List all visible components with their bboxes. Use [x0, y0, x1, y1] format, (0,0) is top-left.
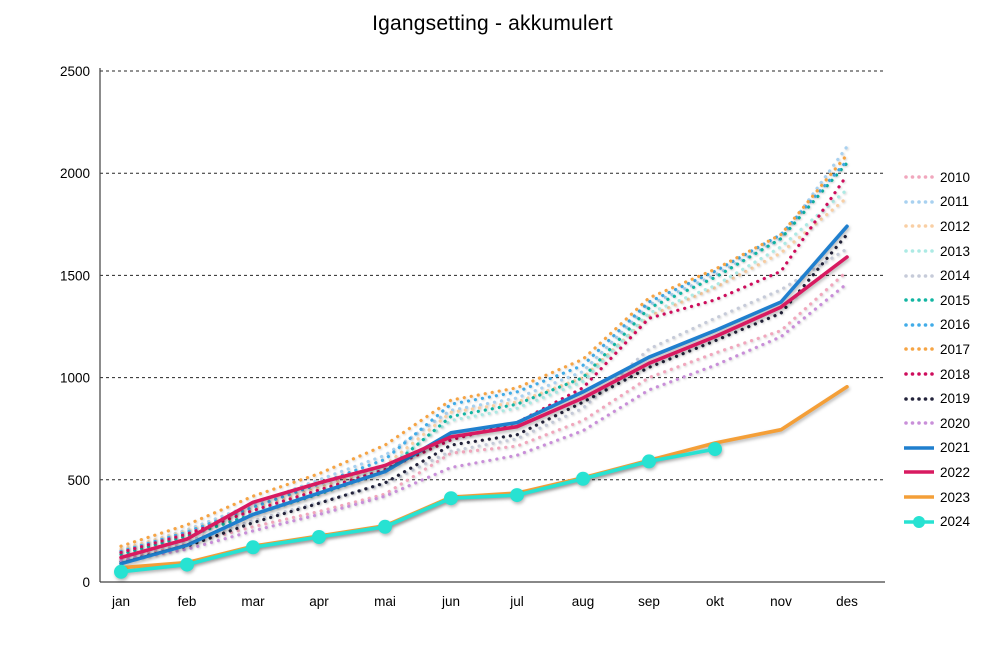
- legend-swatch-dotted-icon: [904, 273, 934, 278]
- legend-label: 2010: [940, 169, 971, 185]
- legend-swatch-solid-icon: [904, 470, 934, 475]
- legend-item-2012: 2012: [903, 214, 970, 239]
- series-2013: [119, 188, 849, 555]
- series-line-2010: [119, 269, 849, 562]
- data-point-marker-2024-feb: [180, 557, 194, 572]
- chart-title: Igangsetting - akkumulert: [372, 12, 613, 35]
- legend-item-2018: 2018: [903, 362, 970, 387]
- legend-label: 2015: [940, 292, 971, 308]
- legend-swatch-dotted-icon: [904, 421, 934, 426]
- legend-item-2010: 2010: [903, 165, 970, 190]
- legend-label: 2018: [940, 366, 971, 382]
- data-point-marker-2024-sep: [642, 454, 656, 469]
- legend-label: 2016: [940, 317, 971, 333]
- legend-swatch-dotted-icon: [904, 372, 934, 376]
- series-2014: [119, 247, 849, 560]
- series-2020: [119, 282, 849, 563]
- legend-label: 2022: [940, 464, 971, 480]
- legend-swatch-dotted-icon: [904, 396, 934, 401]
- legend-label: 2013: [940, 243, 971, 259]
- data-point-marker-2024-jul: [510, 488, 524, 503]
- chart-legend: 2010 2011 2012 2013 2014 2015 2016 2017 2018 2019…: [903, 165, 970, 534]
- legend-item-2013: 2013: [903, 239, 970, 264]
- legend-swatch-solid-icon: [904, 446, 934, 450]
- legend-item-2021: 2021: [903, 436, 970, 461]
- legend-item-2017: 2017: [903, 337, 970, 362]
- series-2010: [119, 269, 849, 562]
- series-line-2011: [119, 145, 849, 552]
- legend-item-2016: 2016: [903, 313, 970, 338]
- y-tick-label-500: 500: [67, 473, 90, 488]
- x-tick-label-des: des: [836, 594, 858, 609]
- x-tick-label-sep: sep: [638, 594, 660, 609]
- x-tick-label-jun: jun: [441, 594, 460, 609]
- series-line-2021: [119, 224, 849, 566]
- data-point-marker-2024-aug: [576, 471, 590, 486]
- series-line-2013: [119, 188, 849, 555]
- series-2011: [119, 145, 849, 552]
- legend-item-2020: 2020: [903, 411, 970, 436]
- x-tick-label-jan: jan: [111, 594, 130, 609]
- series-line-2017: [119, 153, 849, 548]
- x-tick-label-mar: mar: [241, 594, 265, 609]
- data-point-marker-2024-mai: [378, 519, 392, 534]
- legend-swatch-dotted-icon: [904, 249, 934, 253]
- legend-item-2024: 2024: [903, 509, 970, 534]
- data-point-marker-2024-apr: [312, 530, 326, 544]
- legend-swatch-dotted-icon: [904, 323, 934, 327]
- x-tick-label-feb: feb: [178, 594, 197, 609]
- x-tick-label-okt: okt: [706, 594, 724, 609]
- series-line-2022: [119, 255, 849, 560]
- y-tick-label-1000: 1000: [60, 371, 90, 386]
- series-2016: [119, 159, 849, 553]
- legend-swatch-dotted-icon: [904, 347, 934, 352]
- y-tick-label-2000: 2000: [60, 166, 90, 181]
- legend-swatch-dotted-icon: [904, 200, 934, 204]
- series-2022: [119, 255, 849, 560]
- y-tick-label-1500: 1500: [60, 268, 90, 283]
- data-point-marker-2024-jun: [444, 491, 458, 506]
- x-tick-label-jul: jul: [509, 594, 524, 609]
- legend-swatch-solid-icon: [904, 495, 934, 499]
- series-line-2024: [119, 447, 717, 574]
- x-tick-label-nov: nov: [770, 594, 792, 609]
- legend-item-2019: 2019: [903, 386, 970, 411]
- series-2017: [119, 153, 849, 548]
- legend-item-2023: 2023: [903, 485, 970, 510]
- legend-label: 2012: [940, 218, 971, 234]
- legend-item-2022: 2022: [903, 460, 970, 485]
- series-line-2023: [119, 385, 849, 570]
- legend-label: 2021: [940, 440, 971, 456]
- series-2023: [119, 385, 849, 570]
- series-line-2020: [119, 282, 849, 563]
- legend-swatch-marker-line-icon: [904, 515, 934, 528]
- legend-item-2011: 2011: [903, 190, 970, 215]
- legend-label: 2011: [940, 194, 970, 210]
- legend-label: 2023: [940, 489, 971, 505]
- data-point-marker-2024-mar: [246, 540, 260, 555]
- legend-item-2014: 2014: [903, 263, 970, 288]
- data-point-marker-2024-okt: [708, 442, 722, 457]
- x-tick-label-mai: mai: [374, 594, 396, 609]
- series-line-2016: [119, 159, 849, 553]
- legend-label: 2020: [940, 415, 971, 431]
- series-2021: [119, 224, 849, 566]
- legend-label: 2024: [940, 514, 971, 530]
- x-tick-label-aug: aug: [572, 594, 595, 609]
- legend-swatch-dotted-icon: [904, 175, 934, 180]
- series-line-2014: [119, 247, 849, 560]
- legend-label: 2014: [940, 268, 971, 284]
- data-point-marker-2024-jan: [114, 564, 128, 579]
- y-tick-label-2500: 2500: [60, 64, 90, 79]
- legend-item-2015: 2015: [903, 288, 970, 313]
- legend-swatch-dotted-icon: [904, 298, 934, 303]
- legend-label: 2019: [940, 391, 971, 407]
- legend-label: 2017: [940, 341, 971, 357]
- x-tick-label-apr: apr: [309, 594, 329, 609]
- legend-swatch-dotted-icon: [904, 224, 934, 229]
- series-2024: [114, 442, 722, 579]
- y-tick-label-0: 0: [82, 575, 90, 590]
